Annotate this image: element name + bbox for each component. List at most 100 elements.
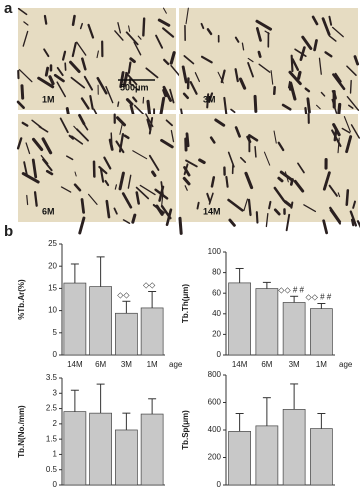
trabecula	[206, 93, 210, 109]
x-tick-label: 14M	[67, 360, 83, 369]
trabecula	[26, 194, 29, 206]
panel-label: b	[4, 223, 13, 240]
trabecula	[42, 158, 53, 172]
trabecula	[247, 198, 252, 217]
trabecula	[306, 97, 311, 114]
trabecula	[133, 41, 142, 56]
trabecula	[189, 81, 198, 95]
trabecula	[135, 191, 140, 205]
trabecula	[18, 69, 33, 83]
trabecula	[257, 50, 262, 58]
trabecula	[345, 135, 353, 154]
trabecula	[289, 178, 294, 186]
trabecula	[283, 200, 293, 208]
trabecula	[268, 200, 272, 210]
trabecula	[132, 150, 148, 160]
trabecula	[78, 216, 86, 235]
trabecula	[350, 218, 355, 227]
trabecula	[227, 198, 244, 212]
y-tick-label: 600	[208, 398, 222, 407]
trabecula	[290, 54, 294, 73]
trabecula	[238, 77, 247, 90]
trabecula	[99, 168, 105, 183]
trabecula	[170, 64, 181, 77]
trabecula	[48, 75, 55, 86]
bar	[63, 282, 87, 356]
trabecula	[80, 198, 86, 214]
x-tick-label: 3M	[289, 360, 300, 369]
bar	[282, 302, 306, 356]
image-label: 3M	[203, 94, 216, 104]
trabecula	[155, 34, 164, 49]
trabecula	[162, 88, 168, 98]
trabecula	[113, 207, 118, 215]
trabecula	[125, 31, 139, 46]
trabecula	[59, 117, 69, 134]
y-tick-label: 100	[208, 247, 222, 256]
y-tick-label: 400	[208, 425, 222, 434]
x-axis-label: age	[339, 360, 353, 369]
trabecula	[318, 57, 322, 75]
trabecula	[87, 193, 98, 205]
trabecula	[217, 71, 224, 84]
trabecula	[45, 169, 54, 176]
trabecula	[345, 189, 350, 206]
trabecula	[254, 145, 257, 158]
y-axis-label: Tb.Sp(μm)	[181, 410, 190, 450]
y-tick-label: 2.5	[46, 404, 58, 413]
trabecula	[17, 7, 28, 16]
y-tick-label: 25	[48, 239, 57, 248]
trabecula	[234, 36, 240, 43]
trabecula	[114, 30, 124, 41]
trabecula	[104, 179, 110, 187]
trabecula	[152, 203, 165, 214]
trabecula	[337, 192, 341, 198]
trabecula	[16, 137, 23, 150]
trabecula	[128, 25, 131, 32]
trabecula	[73, 183, 82, 192]
trabecula	[61, 50, 67, 61]
y-tick-label: 2	[53, 419, 58, 428]
trabecula	[322, 171, 331, 191]
trabecula	[165, 119, 173, 127]
trabecula	[241, 42, 245, 51]
y-tick-label: 0.5	[46, 465, 58, 474]
trabecula	[122, 219, 131, 224]
trabecula	[68, 134, 75, 140]
bar	[255, 288, 279, 356]
trabecula	[159, 96, 166, 116]
bar	[310, 428, 333, 486]
trabecula	[209, 136, 216, 144]
trabecula	[181, 65, 188, 84]
trabecula	[32, 137, 44, 152]
y-tick-label: 0	[217, 480, 222, 489]
trabecula	[329, 206, 342, 224]
image-label: 1M	[42, 94, 55, 104]
trabecula	[185, 159, 198, 168]
trabecula	[183, 55, 195, 65]
trabecula	[198, 158, 206, 165]
trabecula	[349, 79, 352, 94]
trabecula	[160, 205, 172, 220]
x-tick-label: 14M	[232, 360, 248, 369]
trabecula	[162, 85, 172, 102]
trabecula	[142, 17, 146, 37]
trabecula	[200, 55, 213, 64]
trabecula	[160, 181, 164, 197]
scale-label: 500μm	[120, 82, 149, 92]
trabecula	[148, 117, 154, 135]
trabecula	[103, 156, 112, 170]
trabecula	[157, 18, 171, 27]
trabecula	[343, 116, 351, 133]
trabecula	[56, 81, 67, 98]
trabecula	[93, 108, 98, 115]
trabecula	[334, 72, 342, 83]
trabecula	[22, 30, 29, 47]
trabecula	[23, 21, 29, 26]
x-axis-label: age	[169, 360, 183, 369]
trabecula	[41, 137, 53, 155]
trabecula	[291, 58, 300, 71]
y-tick-label: 80	[212, 268, 221, 277]
trabecula	[234, 68, 239, 83]
trabecula	[148, 154, 160, 171]
